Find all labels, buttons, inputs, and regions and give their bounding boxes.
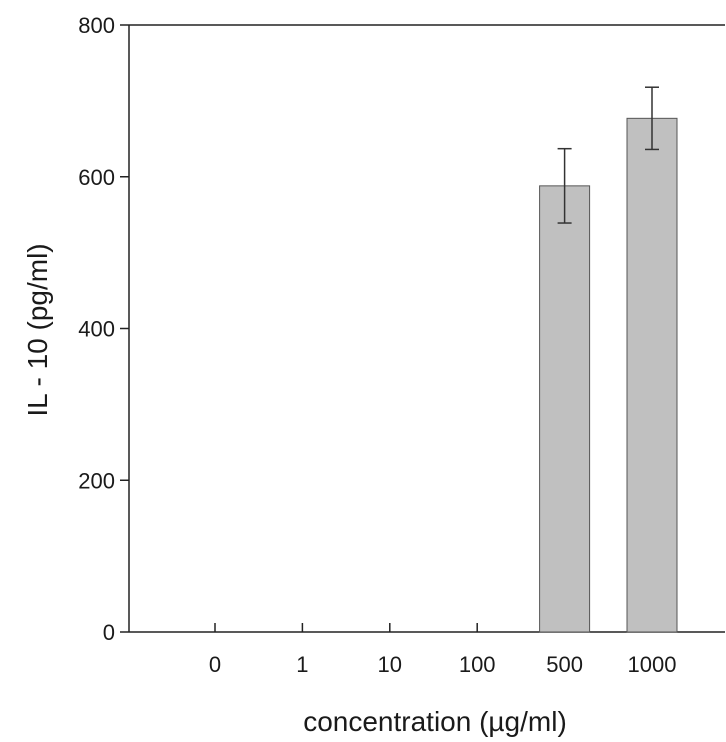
error-bars (557, 86, 659, 224)
x-tick-label: 500 (546, 652, 583, 677)
bar-500 (539, 185, 591, 633)
y-tick-label: 600 (78, 165, 115, 190)
bars (539, 117, 678, 633)
bar-1000 (626, 117, 678, 633)
x-axis: 0 1 10 100 500 1000 (209, 623, 677, 677)
y-tick-label: 800 (78, 13, 115, 38)
x-tick-label: 0 (209, 652, 221, 677)
x-tick-label: 1000 (628, 652, 677, 677)
y-tick-label: 400 (78, 317, 115, 342)
x-tick-label: 100 (459, 652, 496, 677)
y-axis: 0 200 400 600 800 (78, 13, 129, 645)
x-tick-label: 1 (296, 652, 308, 677)
y-tick-label: 0 (103, 620, 115, 645)
x-axis-title: concentration (µg/ml) (303, 706, 567, 737)
y-axis-title: IL - 10 (pg/ml) (22, 243, 53, 416)
x-tick-label: 10 (378, 652, 402, 677)
y-tick-label: 200 (78, 468, 115, 493)
